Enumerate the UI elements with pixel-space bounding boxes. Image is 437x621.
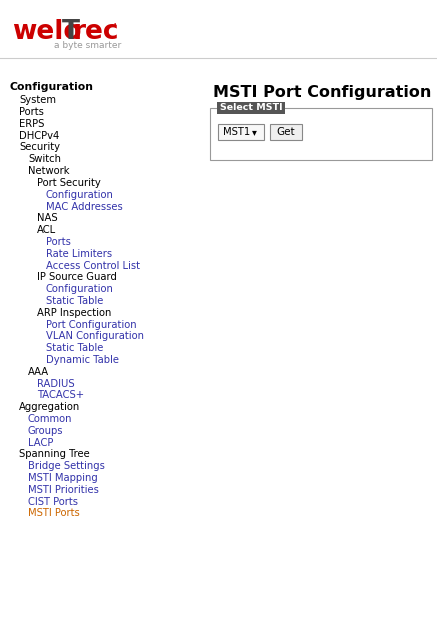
- Text: LACP: LACP: [28, 438, 53, 448]
- Text: MSTI Ports: MSTI Ports: [28, 509, 80, 519]
- Text: Security: Security: [19, 142, 60, 153]
- Text: Port Configuration: Port Configuration: [46, 319, 137, 330]
- Text: MST1: MST1: [223, 127, 250, 137]
- Text: Ports: Ports: [46, 237, 71, 247]
- Text: Dynamic Table: Dynamic Table: [46, 355, 119, 365]
- Text: NAS: NAS: [37, 213, 58, 224]
- Text: ARP Inspection: ARP Inspection: [37, 307, 111, 318]
- Text: Access Control List: Access Control List: [46, 260, 140, 271]
- Text: ·: ·: [112, 18, 116, 32]
- Text: MSTI Mapping: MSTI Mapping: [28, 473, 98, 483]
- Text: Port Security: Port Security: [37, 178, 101, 188]
- Text: Switch: Switch: [28, 154, 61, 165]
- Bar: [218, 124, 264, 140]
- Text: Network: Network: [28, 166, 69, 176]
- Text: Static Table: Static Table: [46, 343, 104, 353]
- Text: Spanning Tree: Spanning Tree: [19, 450, 90, 460]
- Text: System: System: [19, 95, 56, 106]
- Text: Ports: Ports: [19, 107, 44, 117]
- Text: Static Table: Static Table: [46, 296, 104, 306]
- Text: a byte smarter: a byte smarter: [54, 40, 121, 50]
- Text: Bridge Settings: Bridge Settings: [28, 461, 105, 471]
- Text: rec: rec: [73, 19, 119, 45]
- Text: welo: welo: [12, 19, 81, 45]
- Text: TACACS+: TACACS+: [37, 391, 84, 401]
- Text: RADIUS: RADIUS: [37, 379, 75, 389]
- Text: Configuration: Configuration: [46, 189, 114, 200]
- Text: ERPS: ERPS: [19, 119, 45, 129]
- Text: ACL: ACL: [37, 225, 56, 235]
- Text: Rate Limiters: Rate Limiters: [46, 248, 112, 259]
- Text: Aggregation: Aggregation: [19, 402, 80, 412]
- Text: MSTI Priorities: MSTI Priorities: [28, 485, 99, 495]
- Bar: [270, 124, 302, 140]
- Text: AAA: AAA: [28, 366, 49, 377]
- Text: Groups: Groups: [28, 426, 63, 436]
- Text: VLAN Configuration: VLAN Configuration: [46, 331, 144, 342]
- Text: MAC Addresses: MAC Addresses: [46, 201, 123, 212]
- Text: Configuration: Configuration: [10, 82, 94, 92]
- Bar: [217, 102, 285, 114]
- Text: Get: Get: [277, 127, 295, 137]
- Bar: [210, 108, 432, 160]
- Text: MSTI Port Configuration: MSTI Port Configuration: [213, 85, 431, 100]
- Text: DHCPv4: DHCPv4: [19, 130, 59, 141]
- Text: CIST Ports: CIST Ports: [28, 497, 78, 507]
- Text: Configuration: Configuration: [46, 284, 114, 294]
- Text: ▾: ▾: [252, 127, 257, 137]
- Text: Select MSTI: Select MSTI: [220, 104, 282, 112]
- Text: IP Source Guard: IP Source Guard: [37, 272, 117, 283]
- Text: T: T: [62, 19, 80, 45]
- Text: Common: Common: [28, 414, 73, 424]
